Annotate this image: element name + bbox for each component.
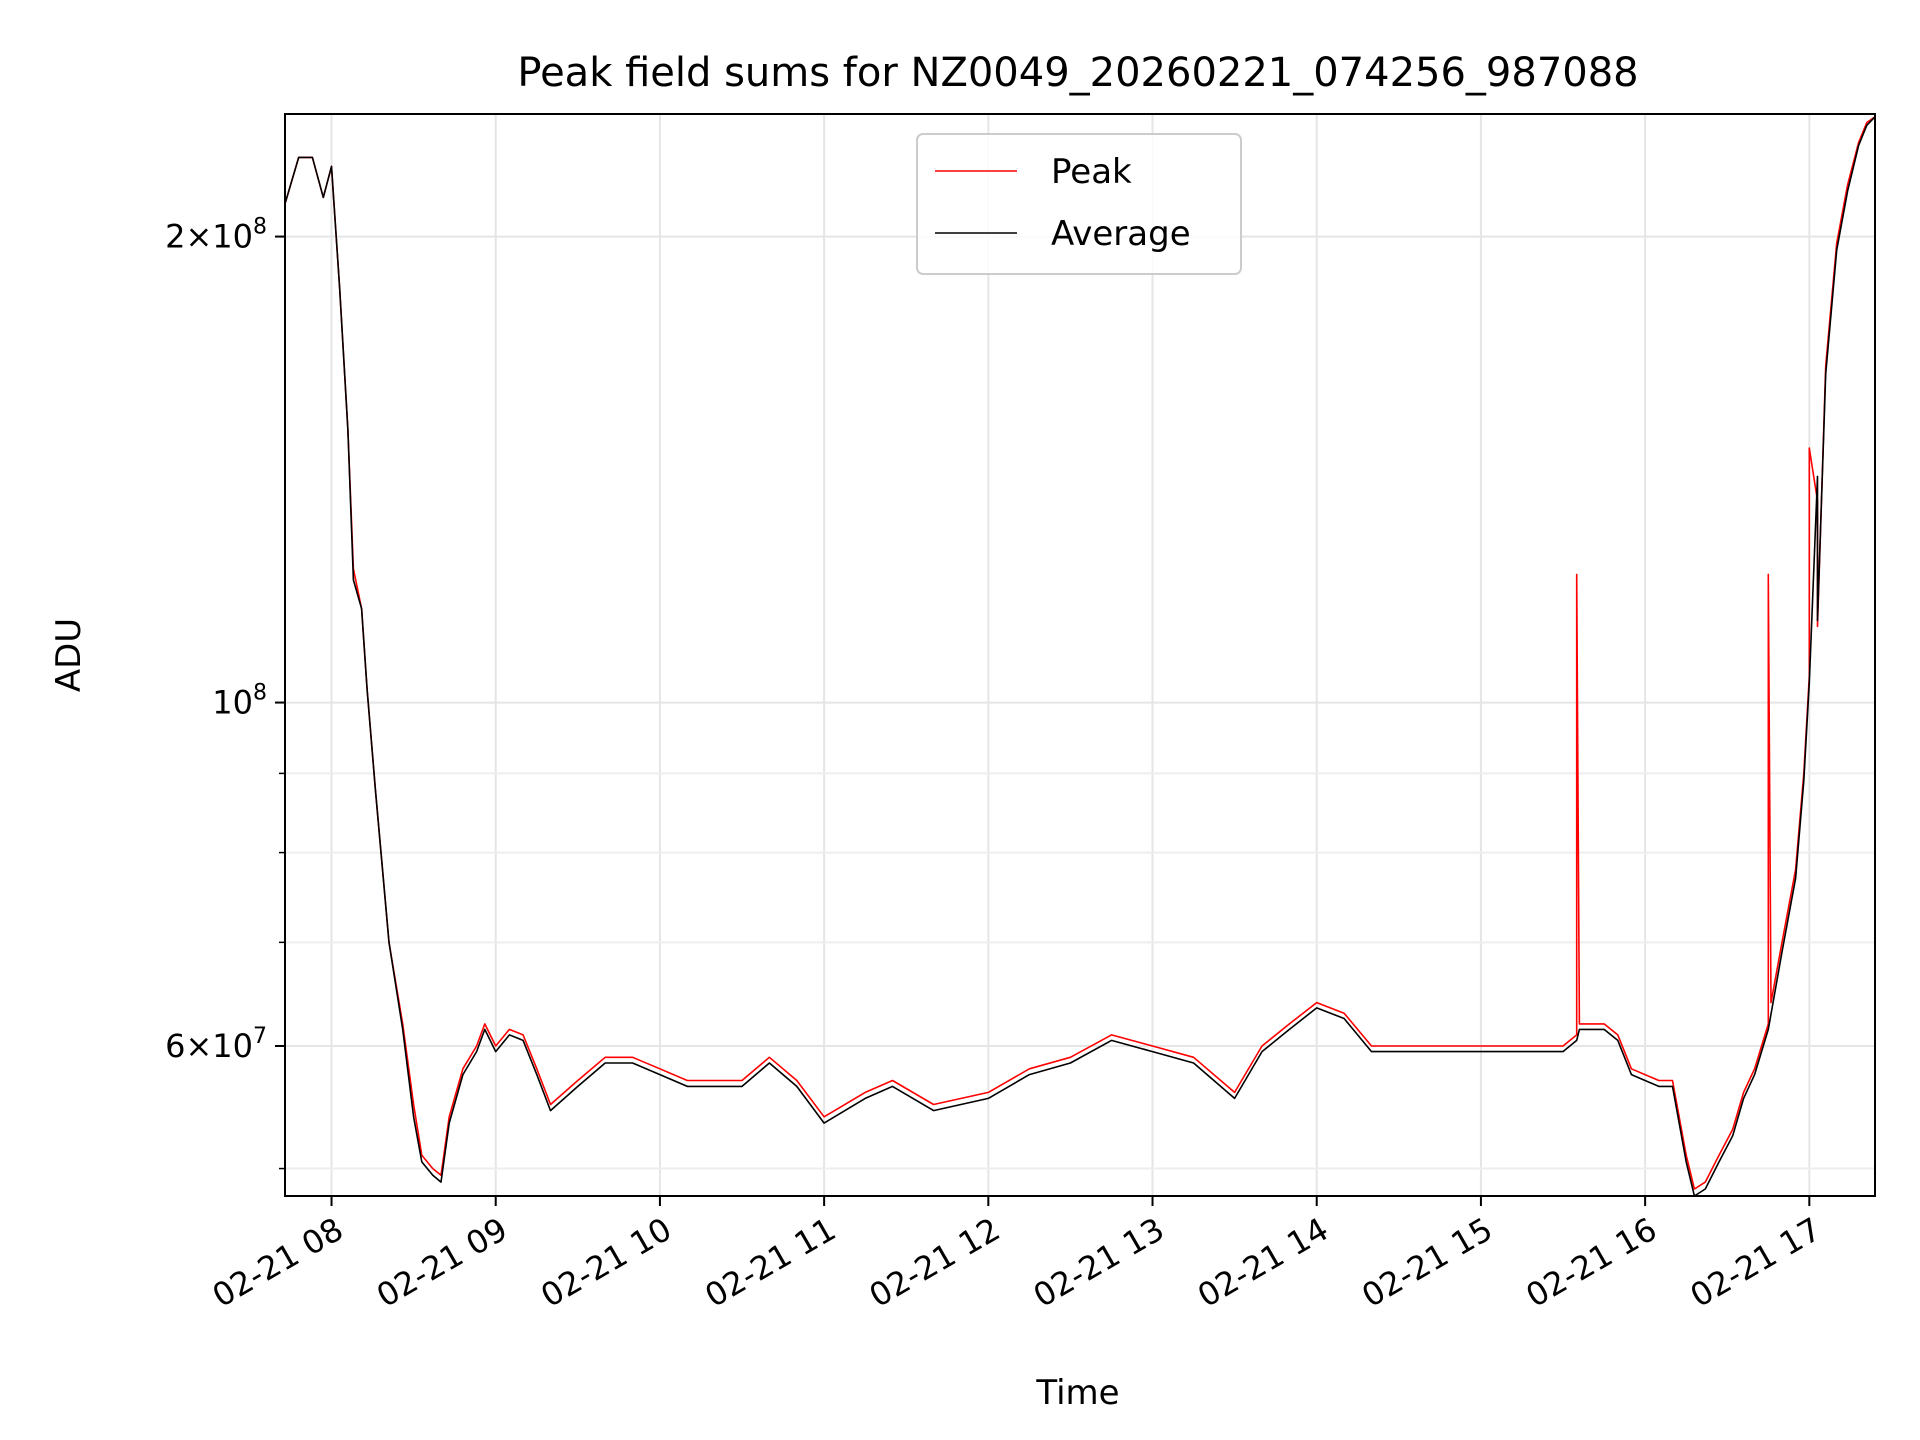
y-tick-label: 2×108 [165, 215, 267, 256]
series-line-peak [284, 116, 1876, 1190]
legend-box [916, 133, 1242, 275]
chart-title: Peak field sums for NZ0049_20260221_0742… [517, 50, 1638, 96]
plot-frame [284, 113, 1876, 1197]
legend-label-peak: Peak [1051, 152, 1132, 192]
legend-label-average: Average [1051, 214, 1191, 254]
legend: Peak Average [916, 133, 1242, 275]
y-axis-label: ADU [49, 618, 89, 692]
x-axis-label: Time [1035, 1373, 1119, 1413]
y-tick-label: 6×107 [165, 1024, 267, 1065]
series-line-average [284, 116, 1876, 1197]
series-layer [284, 116, 1876, 1197]
